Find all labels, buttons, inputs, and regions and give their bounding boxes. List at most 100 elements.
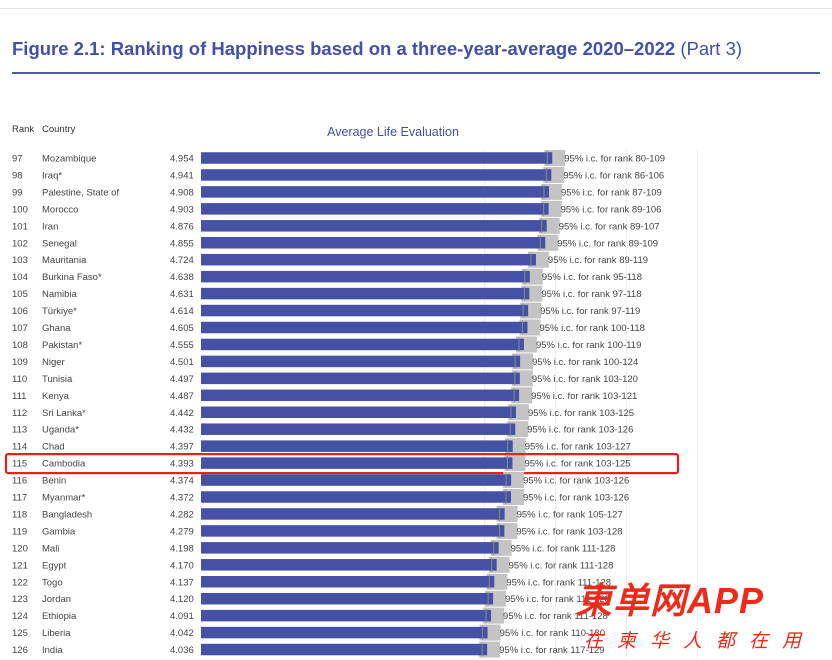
figure-title-part: (Part 3) <box>680 38 743 59</box>
rank-label: 111 <box>12 391 26 402</box>
rank-label: 123 <box>12 594 28 605</box>
score-label: 4.170 <box>170 560 194 571</box>
score-label: 4.908 <box>170 187 194 198</box>
rank-header: Rank <box>12 124 35 135</box>
country-label: Tunisia <box>42 374 73 385</box>
rank-label: 103 <box>12 255 28 266</box>
ci-label: 95% i.c. for rank 95-118 <box>542 272 642 283</box>
ci-label: 95% i.c. for rank 103-125 <box>524 459 630 470</box>
ci-label: 95% i.c. for rank 87-109 <box>561 187 662 198</box>
bar <box>201 643 488 656</box>
title-rule <box>12 72 820 74</box>
score-label: 4.614 <box>170 306 194 317</box>
bar <box>201 355 521 368</box>
country-label: Benin <box>42 476 66 487</box>
country-label: Uganda* <box>42 425 79 436</box>
ci-label: 95% i.c. for rank 110-130 <box>500 628 605 639</box>
rank-label: 126 <box>12 645 28 656</box>
rank-label: 120 <box>12 543 28 554</box>
country-label: Cambodia <box>42 459 86 470</box>
bar <box>201 338 524 351</box>
ci-label: 95% i.c. for rank 97-119 <box>540 306 640 317</box>
ci-label: 95% i.c. for rank 103-126 <box>523 493 629 504</box>
country-label: Ethiopia <box>42 611 77 622</box>
figure-title: Figure 2.1: Ranking of Happiness based o… <box>12 38 742 60</box>
country-label: Pakistan* <box>42 340 82 351</box>
score-label: 4.397 <box>170 442 194 453</box>
score-label: 4.941 <box>170 170 194 181</box>
score-label: 4.432 <box>170 425 194 436</box>
watermark-brand: 東单网APP <box>576 580 765 621</box>
country-label: Palestine, State of <box>42 187 119 198</box>
score-label: 4.137 <box>170 577 194 588</box>
ci-label: 95% i.c. for rank 103-125 <box>528 408 634 419</box>
country-label: Iran <box>42 221 58 232</box>
highlight-box <box>4 453 680 475</box>
ci-label: 95% i.c. for rank 111-128 <box>506 577 611 588</box>
ci-label: 95% i.c. for rank 103-126 <box>523 476 629 487</box>
ci-label: 95% i.c. for rank 80-109 <box>564 154 665 165</box>
score-label: 4.855 <box>170 238 194 249</box>
bar <box>201 287 530 300</box>
rank-label: 121 <box>12 560 28 571</box>
bar <box>201 220 547 232</box>
bar <box>201 270 530 283</box>
watermark-slogan: 在柬华人都在用 <box>584 631 816 652</box>
rank-label: 99 <box>12 187 23 198</box>
rank-label: 116 <box>12 476 27 487</box>
country-label: Türkiye* <box>42 306 77 317</box>
bar <box>201 525 505 537</box>
country-label: Kenya <box>42 391 70 402</box>
score-label: 4.638 <box>170 272 194 283</box>
country-label: Sri Lanka* <box>42 408 86 419</box>
country-label: Bangladesh <box>42 509 92 520</box>
country-label: Ghana <box>42 323 71 334</box>
country-label: Egypt <box>42 560 67 571</box>
country-label: Namibia <box>42 289 78 300</box>
bar <box>201 440 513 452</box>
ci-label: 95% i.c. for rank 103-126 <box>527 425 633 436</box>
ci-label: 95% i.c. for rank 100-118 <box>539 323 644 334</box>
bar <box>201 457 513 469</box>
country-label: Jordan <box>42 594 71 605</box>
country-label: Mali <box>42 543 59 554</box>
bar <box>201 203 549 215</box>
rank-label: 124 <box>12 611 28 622</box>
score-label: 4.876 <box>170 221 194 232</box>
bar <box>201 576 495 588</box>
score-label: 4.198 <box>170 543 194 554</box>
ci-label: 95% i.c. for rank 103-121 <box>531 391 637 402</box>
bar <box>201 491 511 503</box>
bar <box>201 372 520 385</box>
score-label: 4.282 <box>170 509 194 520</box>
rank-label: 125 <box>12 628 28 639</box>
country-label: Liberia <box>42 628 71 639</box>
score-label: 4.442 <box>170 408 194 419</box>
rank-label: 114 <box>12 442 27 453</box>
country-label: Burkina Faso* <box>42 272 102 283</box>
rank-label: 109 <box>12 357 28 368</box>
rank-label: 118 <box>12 509 27 520</box>
score-label: 4.631 <box>170 289 194 300</box>
bar <box>201 152 553 164</box>
top-rule <box>0 0 832 9</box>
rank-label: 108 <box>12 340 28 351</box>
rank-label: 101 <box>12 221 28 232</box>
ci-label: 95% i.c. for rank 111-128 <box>505 594 610 605</box>
bar <box>201 321 528 334</box>
ci-label: 95% i.c. for rank 111-128 <box>511 543 616 554</box>
bar <box>201 169 552 181</box>
ci-label: 95% i.c. for rank 97-118 <box>541 289 641 300</box>
country-label: Togo <box>42 577 63 588</box>
score-label: 4.374 <box>170 476 194 487</box>
country-label: Senegal <box>42 238 77 249</box>
ci-label: 95% i.c. for rank 111-128 <box>509 560 614 571</box>
ci-label: 95% i.c. for rank 117-129 <box>499 645 604 656</box>
bar <box>201 237 546 249</box>
score-label: 4.036 <box>170 645 194 656</box>
score-label: 4.497 <box>170 374 194 385</box>
ci-label: 95% i.c. for rank 89-106 <box>561 204 662 215</box>
rank-label: 102 <box>12 238 28 249</box>
rank-label: 106 <box>12 306 28 317</box>
